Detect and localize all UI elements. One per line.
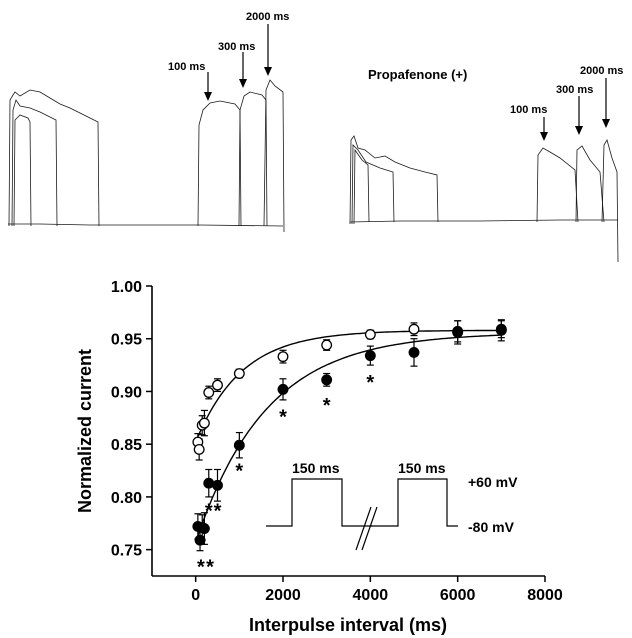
significance-stars: * ** *****	[197, 372, 374, 579]
data-point-filled	[198, 523, 210, 534]
data-point-filled	[408, 346, 420, 358]
left-trace-baseline	[8, 223, 284, 227]
data-point-open	[203, 387, 215, 398]
left-trace-recovery-2000	[263, 79, 285, 233]
fit-curve-open-circle	[197, 329, 502, 438]
y-axis-ticks: 0.75 0.80 0.85 0.90 0.95 1.00	[111, 279, 152, 560]
protocol-break-mark-1	[355, 506, 372, 551]
right-arrow-300-label: 300 ms	[556, 84, 593, 96]
protocol-waveform-left	[266, 478, 372, 527]
right-trace-panel: Propafenone (+) 100 ms 300 ms 2000 ms	[349, 65, 623, 263]
right-trace-third-pulse	[353, 148, 370, 225]
left-arrow-2000-label: 2000 ms	[246, 11, 289, 23]
data-point-open	[277, 351, 289, 363]
right-arrow-100	[540, 117, 548, 141]
significance-star: *	[323, 395, 331, 417]
y-tick-label: 1.00	[111, 279, 142, 296]
y-tick-label: 0.80	[111, 490, 142, 507]
left-arrow-100	[204, 72, 212, 101]
data-point-filled	[233, 439, 245, 451]
right-trace-recovery-300	[575, 145, 605, 223]
data-point-filled	[495, 324, 507, 336]
fit-curves	[197, 329, 502, 537]
data-point-open	[364, 329, 376, 340]
data-point-filled	[277, 383, 289, 395]
significance-star: *	[235, 460, 243, 482]
right-arrow-2000	[602, 78, 610, 128]
right-trace-second-pulse	[351, 144, 395, 225]
right-arrow-2000-label: 2000 ms	[580, 65, 623, 77]
left-arrow-100-label: 100 ms	[168, 61, 205, 73]
protocol-voltage-low: -80 mV	[468, 519, 515, 535]
significance-star: *	[214, 501, 222, 523]
left-arrow-2000	[264, 24, 272, 76]
right-trace-first-pulse	[349, 135, 439, 225]
x-tick-label: 8000	[527, 587, 563, 604]
left-trace-third-pulse	[13, 114, 32, 227]
x-tick-label: 0	[191, 587, 200, 604]
data-point-open	[198, 417, 210, 429]
protocol-inset: 150 ms 150 ms +60 mV -80 mV	[266, 460, 518, 551]
left-trace-recovery-100	[197, 100, 242, 227]
significance-star: *	[366, 372, 374, 394]
right-arrow-100-label: 100 ms	[510, 104, 547, 116]
protocol-break-mark-2	[361, 506, 378, 551]
left-trace-panel: 100 ms 300 ms 2000 ms	[8, 11, 289, 233]
right-arrow-300	[575, 96, 583, 135]
y-tick-label: 0.90	[111, 384, 142, 401]
data-point-filled	[194, 534, 206, 546]
right-trace-recovery-2000	[601, 138, 619, 263]
significance-star: *	[197, 556, 205, 578]
significance-star: *	[205, 501, 213, 523]
left-trace-second-pulse	[11, 99, 58, 227]
left-trace-recovery-300	[238, 91, 268, 227]
x-axis-ticks: 0 2000 4000 6000 8000	[191, 576, 563, 604]
right-trace-recovery-100	[536, 147, 579, 223]
recovery-plot: 0.75 0.80 0.85 0.90 0.95 1.00 0 2000 4000 6000 80…	[75, 279, 563, 635]
data-markers	[192, 323, 507, 546]
left-arrow-300-label: 300 ms	[218, 41, 255, 53]
protocol-pulse1-duration: 150 ms	[292, 460, 340, 476]
data-point-filled	[212, 479, 223, 491]
protocol-waveform-right	[370, 478, 458, 527]
x-tick-label: 4000	[353, 587, 389, 604]
right-panel-title: Propafenone (+)	[368, 67, 467, 82]
x-axis-label: Interpulse interval (ms)	[249, 615, 447, 635]
right-trace-baseline	[349, 219, 618, 223]
data-point-filled	[364, 350, 376, 362]
x-tick-label: 6000	[440, 587, 476, 604]
y-axis-label: Normalized current	[75, 349, 95, 513]
data-point-open	[193, 444, 205, 455]
fit-curve-filled-circle	[197, 334, 502, 537]
data-point-filled	[452, 326, 464, 338]
protocol-pulse2-duration: 150 ms	[398, 460, 446, 476]
data-point-open	[321, 339, 333, 351]
data-point-filled	[321, 374, 333, 386]
significance-star: *	[279, 407, 287, 429]
left-arrow-300	[239, 52, 247, 88]
data-point-open	[408, 323, 420, 335]
error-bars	[194, 319, 505, 552]
protocol-voltage-high: +60 mV	[468, 474, 518, 490]
x-tick-label: 2000	[265, 587, 301, 604]
significance-star: *	[206, 556, 214, 578]
left-trace-first-pulse	[8, 89, 100, 227]
y-tick-label: 0.75	[111, 543, 142, 560]
y-tick-label: 0.95	[111, 332, 142, 349]
data-point-open	[212, 379, 223, 391]
data-point-open	[233, 368, 245, 379]
data-point-filled	[203, 477, 215, 489]
y-tick-label: 0.85	[111, 437, 142, 454]
